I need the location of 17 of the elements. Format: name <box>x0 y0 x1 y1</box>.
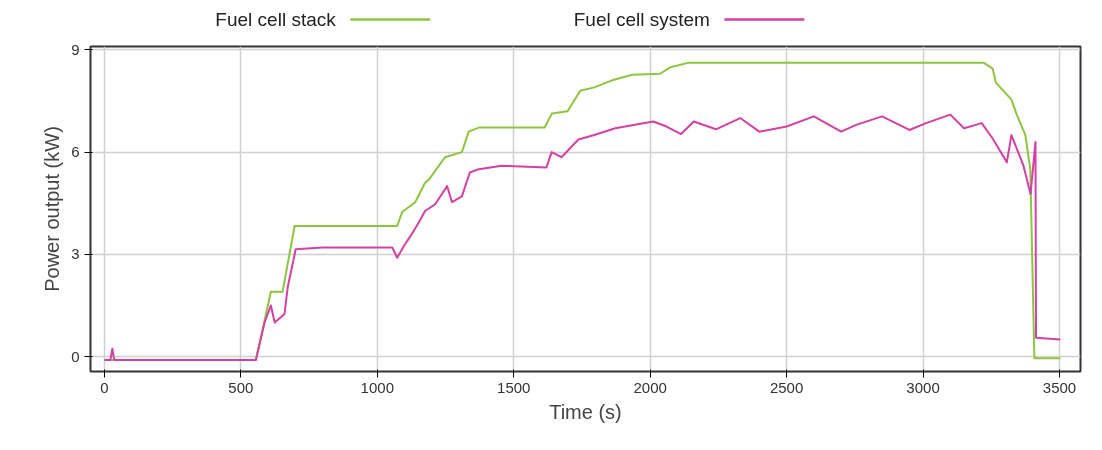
y-axis-title: Power output (kW) <box>41 126 64 292</box>
x-tick-label: 3500 <box>1042 378 1077 396</box>
x-tick-label: 0 <box>100 378 109 396</box>
y-tick-label: 3 <box>71 245 80 263</box>
y-tick-label: 6 <box>71 143 80 161</box>
x-axis-title: Time (s) <box>549 400 622 423</box>
legend-label: Fuel cell stack <box>215 9 337 30</box>
y-tick-label: 9 <box>71 40 80 58</box>
legend-label: Fuel cell system <box>573 9 710 30</box>
line-series <box>103 113 1062 361</box>
y-tick-label: 0 <box>71 347 80 365</box>
x-tick-label: 2000 <box>633 378 667 396</box>
x-tick-label: 500 <box>228 378 254 396</box>
x-tick-label: 1500 <box>497 378 531 396</box>
x-tick-label: 1000 <box>360 378 394 396</box>
x-tick-label: 2500 <box>769 378 804 396</box>
x-tick-label: 3000 <box>906 378 940 396</box>
